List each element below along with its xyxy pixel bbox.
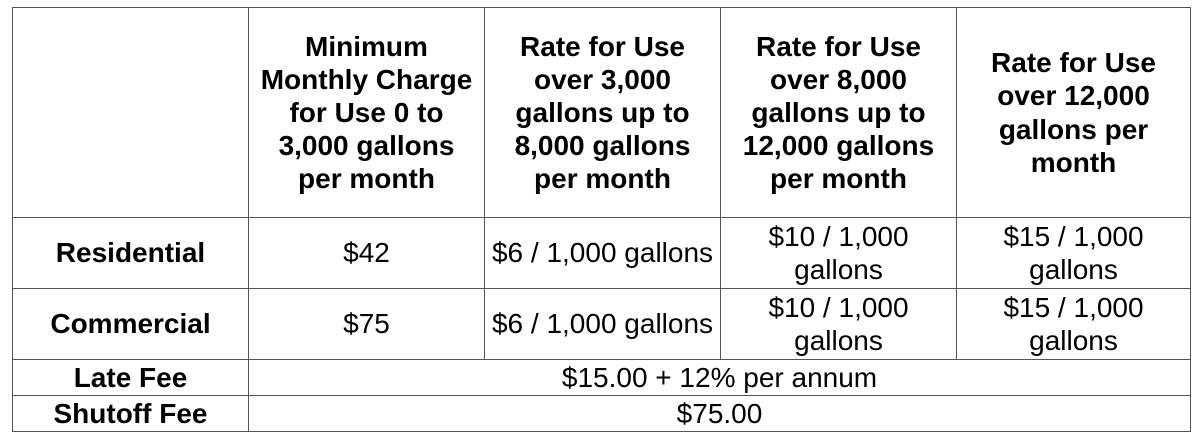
row-label-residential: Residential bbox=[12, 217, 249, 289]
table-row-commercial: Commercial $75 $6 / 1,000 gallons $10 / … bbox=[12, 288, 1191, 360]
header-rate-over-12000: Rate for Use over 12,000 gallons per mon… bbox=[956, 7, 1191, 218]
row-label-commercial: Commercial bbox=[12, 288, 249, 360]
commercial-minimum-charge: $75 bbox=[248, 288, 485, 360]
header-empty-cell bbox=[12, 7, 249, 218]
residential-rate-tier-2: $10 / 1,000 gallons bbox=[720, 217, 957, 289]
header-rate-3000-8000: Rate for Use over 3,000 gallons up to 8,… bbox=[484, 7, 721, 218]
table-row-late-fee: Late Fee $15.00 + 12% per annum bbox=[12, 359, 1191, 396]
commercial-rate-tier-1: $6 / 1,000 gallons bbox=[484, 288, 721, 360]
residential-minimum-charge: $42 bbox=[248, 217, 485, 289]
commercial-rate-tier-2: $10 / 1,000 gallons bbox=[720, 288, 957, 360]
table-row-shutoff-fee: Shutoff Fee $75.00 bbox=[12, 395, 1191, 432]
commercial-rate-tier-3: $15 / 1,000 gallons bbox=[956, 288, 1191, 360]
row-label-shutoff-fee: Shutoff Fee bbox=[12, 395, 249, 432]
rate-table: Minimum Monthly Charge for Use 0 to 3,00… bbox=[12, 7, 1191, 432]
shutoff-fee-value: $75.00 bbox=[248, 395, 1191, 432]
late-fee-value: $15.00 + 12% per annum bbox=[248, 359, 1191, 396]
row-label-late-fee: Late Fee bbox=[12, 359, 249, 396]
table-row-residential: Residential $42 $6 / 1,000 gallons $10 /… bbox=[12, 217, 1191, 289]
table-header-row: Minimum Monthly Charge for Use 0 to 3,00… bbox=[12, 7, 1191, 218]
header-rate-8000-12000: Rate for Use over 8,000 gallons up to 12… bbox=[720, 7, 957, 218]
header-minimum-charge: Minimum Monthly Charge for Use 0 to 3,00… bbox=[248, 7, 485, 218]
residential-rate-tier-3: $15 / 1,000 gallons bbox=[956, 217, 1191, 289]
residential-rate-tier-1: $6 / 1,000 gallons bbox=[484, 217, 721, 289]
